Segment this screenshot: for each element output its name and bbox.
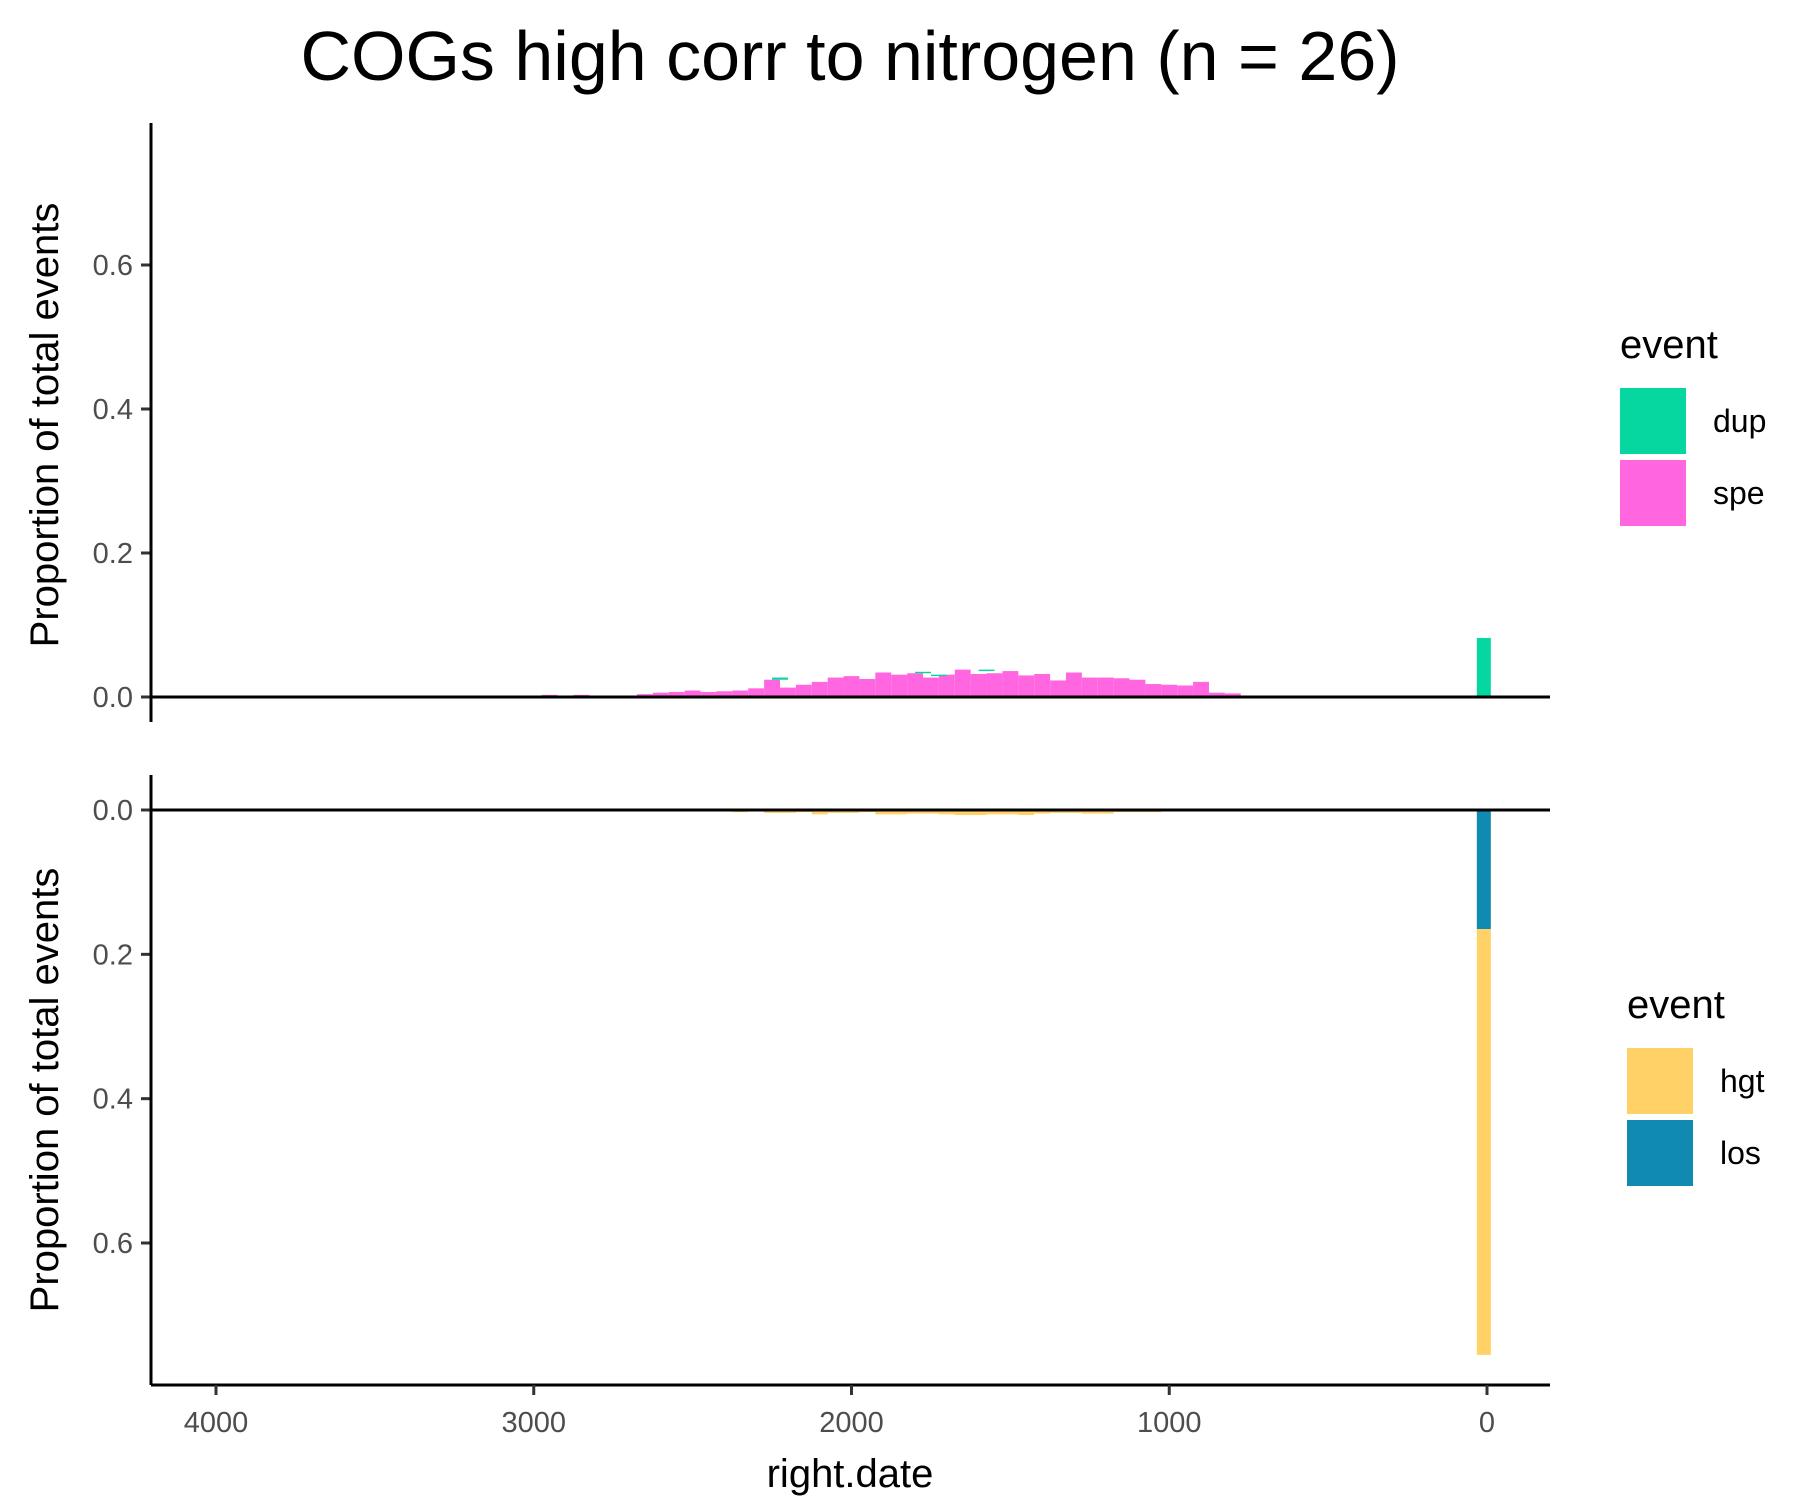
bar-spe	[1113, 678, 1130, 697]
y-tick-label: 0.6	[93, 1228, 133, 1260]
x-tick-label: 2000	[819, 1407, 884, 1439]
bar-hgt	[986, 810, 1003, 815]
bar-spe	[922, 677, 939, 697]
bottom-y-ticks: 0.0 0.2 0.4 0.6	[93, 795, 151, 1260]
bar-spe	[716, 691, 733, 697]
bar-hgt-recent	[1476, 929, 1491, 1355]
bar-spe	[1050, 680, 1066, 697]
legend-label-hgt: hgt	[1720, 1063, 1765, 1099]
y-tick-label: 0.2	[93, 939, 133, 971]
bar-dup	[1476, 637, 1491, 697]
chart-title: COGs high corr to nitrogen (n = 26)	[300, 17, 1399, 95]
bar-spe	[954, 669, 971, 697]
bar-spe	[1065, 672, 1082, 697]
y-tick-label: 0.4	[93, 1084, 133, 1116]
bar-dup	[772, 677, 788, 680]
y-tick-label: 0.6	[93, 250, 133, 282]
bar-spe	[827, 677, 844, 697]
bar-spe	[970, 673, 987, 697]
bar-spe	[748, 688, 765, 697]
top-legend: dup spe	[1620, 388, 1766, 526]
legend-label-dup: dup	[1713, 403, 1766, 439]
bar-spe	[684, 690, 701, 697]
bar-spe	[843, 676, 860, 697]
bar-spe	[1208, 692, 1225, 697]
y-axis-label-top: Proportion of total events	[23, 203, 67, 648]
legend-swatch-los	[1627, 1120, 1693, 1186]
legend-swatch-hgt	[1627, 1048, 1693, 1114]
bar-spe	[891, 674, 908, 697]
bar-spe	[1034, 673, 1051, 697]
bar-los	[1476, 810, 1491, 930]
panel-top: Proportion of total events 0.00.20.40.6 …	[23, 123, 1766, 722]
bar-hgt	[1002, 810, 1019, 815]
legend-swatch-dup	[1620, 388, 1686, 454]
bar-hgt	[970, 810, 987, 816]
bar-hgt	[907, 810, 923, 814]
bar-spe	[1081, 677, 1098, 697]
bar-spe	[700, 691, 717, 697]
x-axis-label: right.date	[767, 1452, 934, 1496]
bottom-legend-title: event	[1627, 983, 1725, 1027]
bar-spe	[1161, 684, 1178, 697]
x-tick-label: 0	[1479, 1407, 1495, 1439]
y-axis-label-bottom: Proportion of total events	[23, 868, 67, 1313]
top-legend-title: event	[1620, 323, 1718, 367]
bar-spe	[907, 673, 923, 697]
bar-spe	[1177, 685, 1194, 697]
bar-spe	[1145, 684, 1162, 697]
bar-dup	[915, 671, 931, 674]
legend-swatch-spe	[1620, 460, 1686, 526]
bar-spe	[668, 691, 685, 697]
bar-hgt	[811, 810, 828, 815]
y-tick-label: 0.0	[93, 795, 133, 827]
top-y-ticks: 0.0 0.2 0.4 0.6	[93, 250, 151, 714]
bar-hgt	[1097, 810, 1114, 814]
legend-label-los: los	[1720, 1135, 1761, 1171]
bar-hgt	[1081, 810, 1098, 814]
bar-hgt	[938, 810, 955, 815]
bar-hgt	[875, 810, 892, 815]
y-tick-label: 0.2	[93, 538, 133, 570]
x-tick-label: 3000	[501, 1407, 566, 1439]
bar-spe	[1193, 681, 1209, 697]
bar-spe	[764, 679, 781, 697]
bar-spe	[859, 679, 876, 697]
bar-spe	[1018, 675, 1035, 697]
bar-spe	[1097, 677, 1114, 697]
bar-hgt	[1034, 810, 1051, 814]
panel-bottom: Proportion of total events 0.00.20.40.6 …	[23, 775, 1765, 1387]
bar-spe	[795, 684, 812, 697]
bar-dup	[930, 674, 947, 677]
bar-spe	[652, 692, 669, 697]
bar-hgt	[954, 810, 971, 816]
legend-label-spe: spe	[1713, 475, 1765, 511]
bar-dup	[978, 669, 995, 672]
x-tick-label: 1000	[1137, 1407, 1202, 1439]
x-tick-label: 4000	[184, 1407, 249, 1439]
y-tick-label: 0.4	[93, 394, 133, 426]
bar-spe	[875, 672, 892, 697]
bar-spe	[732, 690, 749, 697]
bar-hgt	[922, 810, 939, 814]
bar-spe	[1129, 679, 1146, 697]
bar-hgt	[891, 810, 908, 815]
bottom-bars	[684, 810, 1491, 1355]
bar-spe	[938, 674, 955, 697]
bar-spe	[1002, 671, 1019, 697]
y-tick-label: 0.0	[93, 682, 133, 714]
bar-spe	[780, 687, 796, 697]
bar-spe	[986, 673, 1003, 697]
top-bars	[446, 637, 1491, 697]
bottom-legend: hgt los	[1627, 1048, 1765, 1186]
x-ticks: 4000 3000 2000 1000 0	[184, 1385, 1495, 1439]
bar-hgt	[1018, 810, 1035, 816]
bar-spe	[1224, 693, 1241, 697]
bar-spe	[811, 681, 828, 697]
